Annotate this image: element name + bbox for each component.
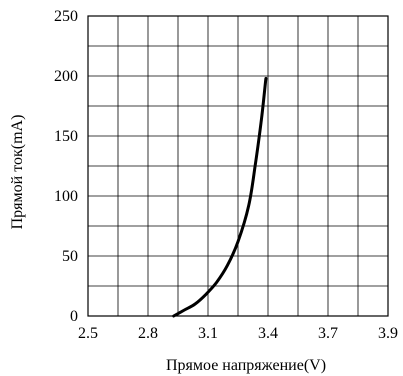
x-tick-label: 2.5 xyxy=(78,325,98,342)
grid xyxy=(88,16,388,316)
x-tick-label: 3.9 xyxy=(378,325,398,342)
y-tick-label: 0 xyxy=(70,308,78,325)
x-tick-label: 3.7 xyxy=(318,325,338,342)
current-voltage-curve xyxy=(172,76,268,318)
y-tick-label: 250 xyxy=(54,8,78,25)
y-tick-label: 50 xyxy=(62,248,78,265)
x-tick-label: 3.4 xyxy=(258,325,278,342)
x-tick-label: 2.8 xyxy=(138,325,158,342)
x-tick-label: 3.1 xyxy=(198,325,218,342)
y-tick-label: 100 xyxy=(54,188,78,205)
plot-frame xyxy=(87,15,389,317)
x-axis-label: Прямое напряжение(V) xyxy=(166,357,326,374)
y-tick-label: 150 xyxy=(54,128,78,145)
y-tick-label: 200 xyxy=(54,68,78,85)
y-axis-ticks: 0 50 100 150 200 250 xyxy=(54,8,78,325)
y-axis-label: Прямой ток(mA) xyxy=(9,115,26,230)
x-axis-ticks: 2.5 2.8 3.1 3.4 3.7 3.9 xyxy=(78,325,398,342)
